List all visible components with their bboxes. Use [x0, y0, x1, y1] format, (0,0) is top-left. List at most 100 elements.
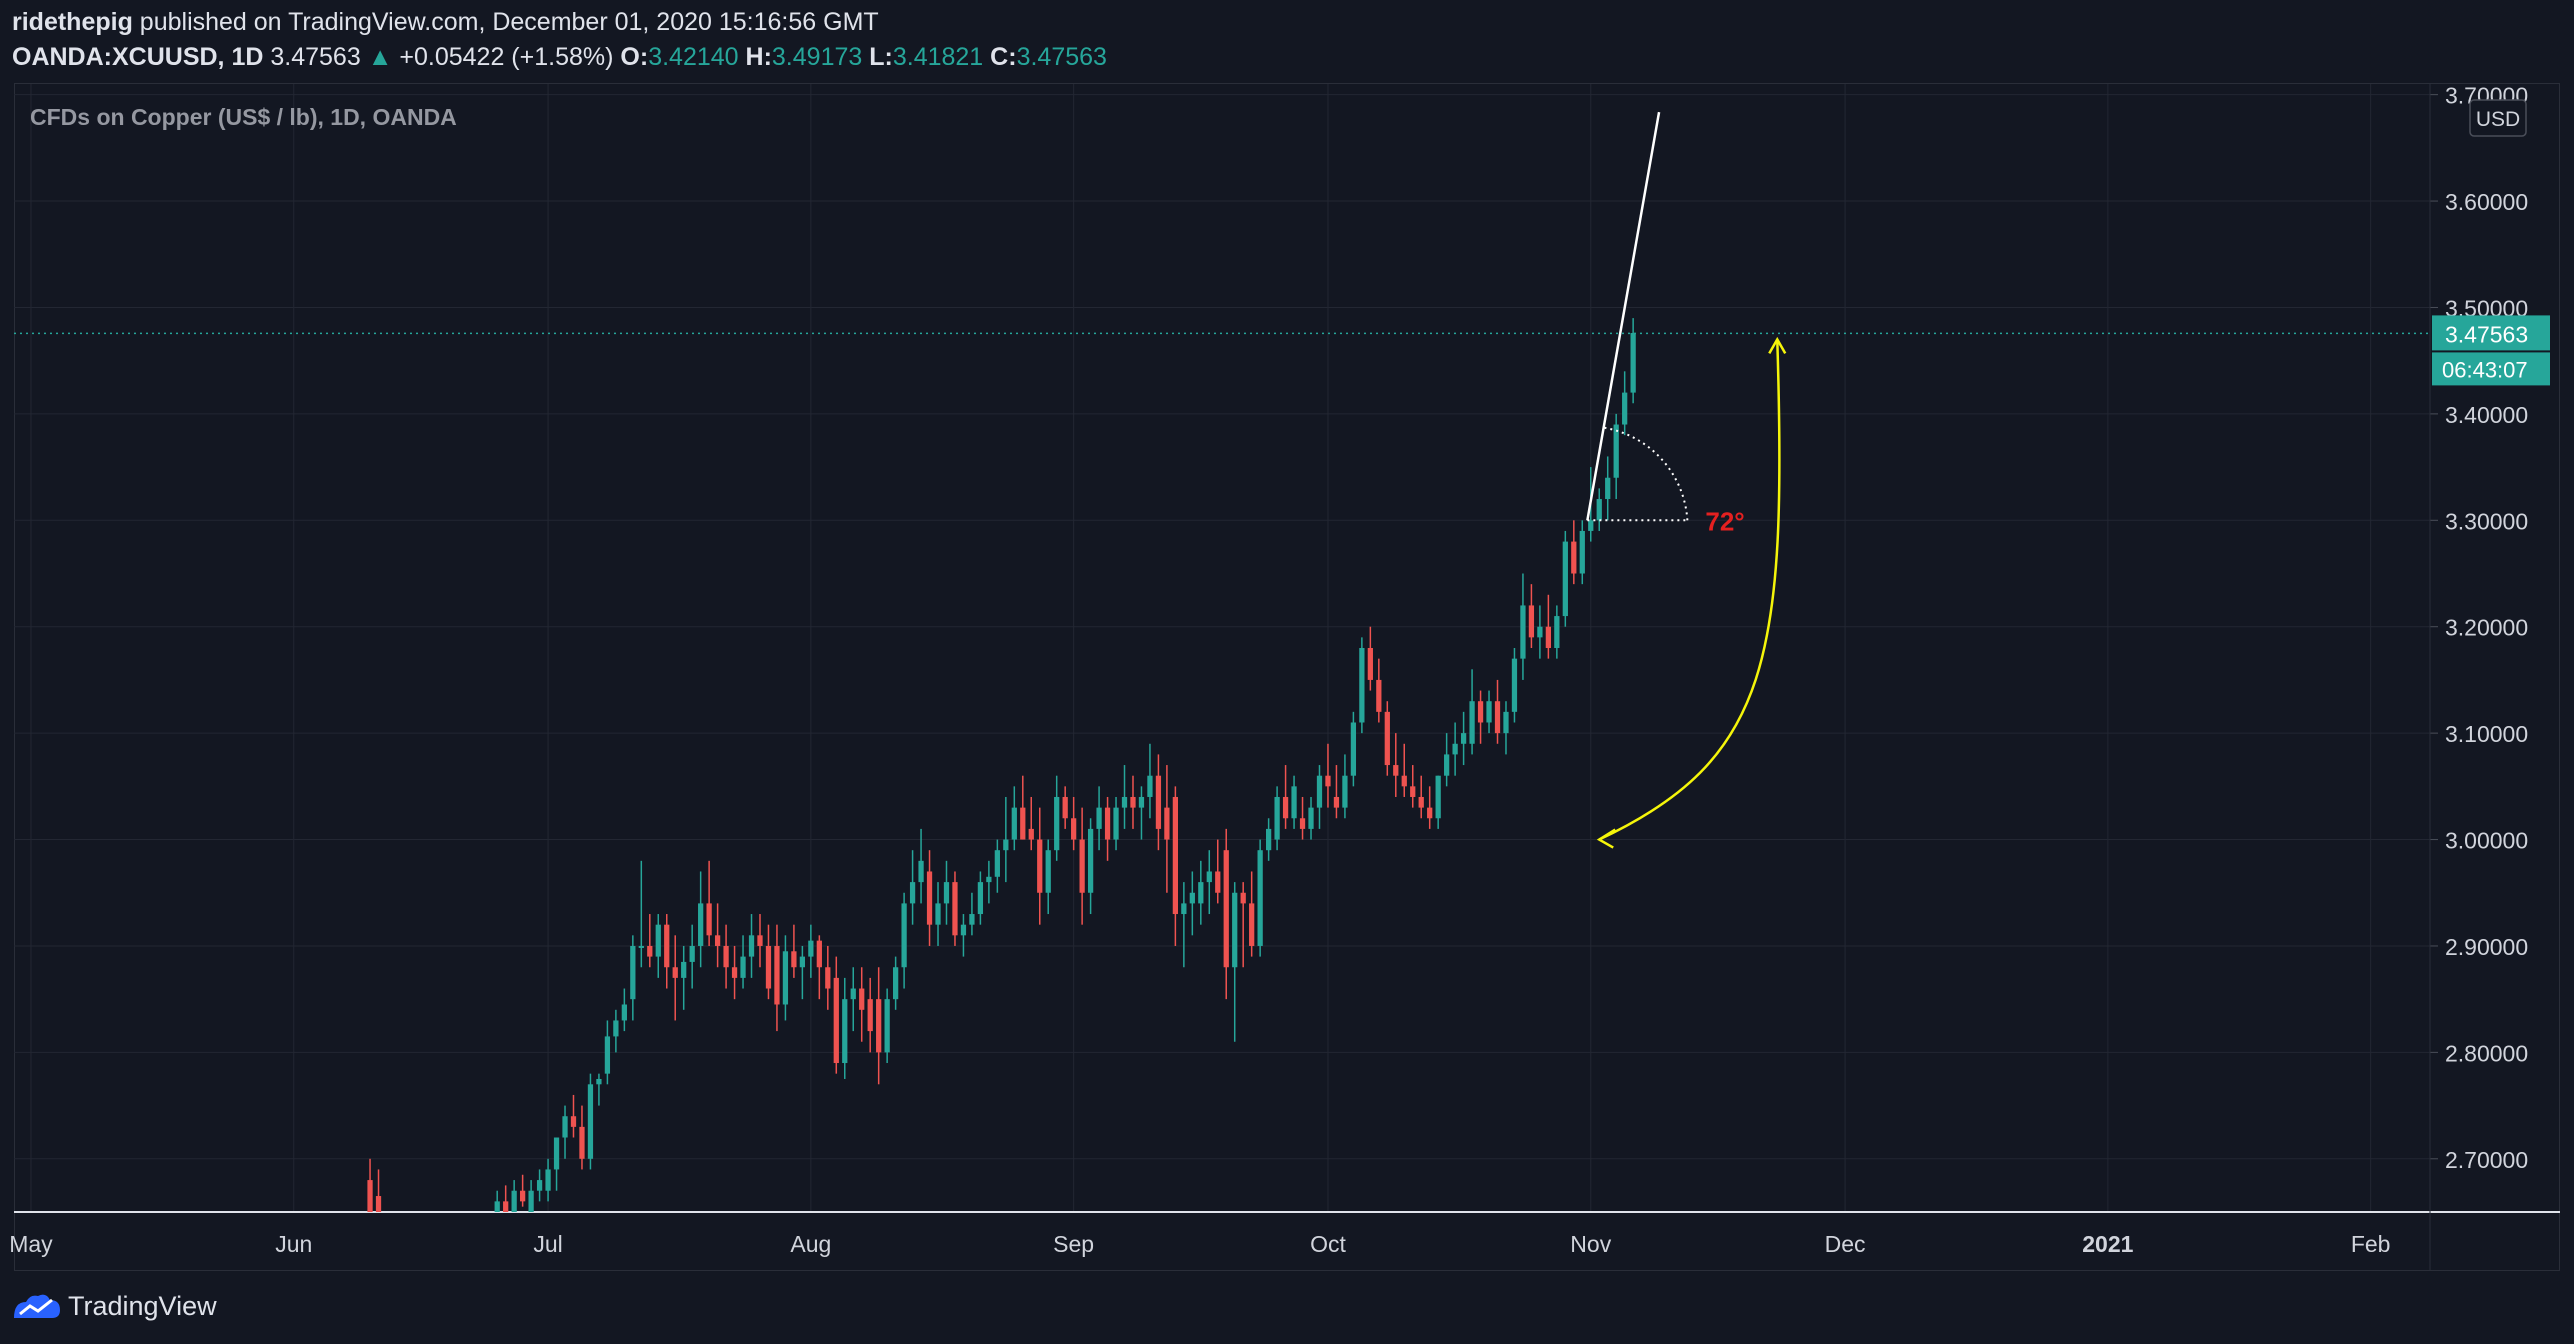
candle-body	[1393, 765, 1399, 776]
candle-up	[1554, 605, 1560, 659]
candle-up	[1435, 775, 1441, 829]
candle-up	[1537, 605, 1543, 659]
candle-down	[926, 850, 933, 946]
candle-body	[1291, 786, 1297, 819]
candle-body	[935, 903, 941, 925]
candle-up	[748, 914, 755, 978]
candle-body	[884, 999, 890, 1053]
candle-up	[1003, 796, 1009, 883]
candle-body	[1316, 775, 1323, 808]
candle-up	[494, 1190, 500, 1212]
candle-down	[1104, 796, 1111, 861]
candle-body	[689, 945, 695, 962]
candle-up	[1342, 754, 1348, 819]
candle-body	[1630, 333, 1636, 393]
candle-down	[1155, 754, 1162, 851]
candle-body	[698, 903, 704, 946]
candle-down	[1130, 775, 1136, 829]
candle-up	[1444, 733, 1450, 787]
candle-down	[1071, 796, 1077, 851]
candle-down	[774, 924, 780, 1032]
candle-body	[1613, 424, 1619, 478]
candle-body	[909, 882, 916, 904]
candle-body	[503, 1201, 509, 1212]
x-tick-label: Dec	[1825, 1231, 1866, 1257]
candle-down	[1384, 701, 1390, 776]
candle-up	[621, 988, 627, 1032]
high-value: 3.49173	[771, 43, 863, 71]
candle-body	[723, 945, 729, 968]
candle-body	[1155, 775, 1162, 829]
published-text: published on TradingView.com, December 0…	[139, 8, 879, 36]
candle-body	[1299, 818, 1306, 829]
candle-up	[1291, 775, 1297, 829]
candle-up	[1359, 637, 1365, 734]
arrow-head-top	[1768, 336, 1787, 355]
candle-body	[1257, 850, 1263, 946]
change-arrow-icon: ▲	[367, 43, 393, 71]
candle-body	[1240, 892, 1246, 904]
candle-down	[520, 1174, 526, 1207]
candle-body	[1444, 754, 1450, 776]
symbol-label: OANDA:XCUUSD, 1D	[12, 43, 264, 71]
candle-down	[664, 914, 670, 989]
candle-up	[536, 1169, 543, 1202]
candle-up	[1503, 701, 1509, 755]
candle-body	[1087, 828, 1094, 893]
candle-body	[562, 1116, 568, 1138]
candle-body	[757, 935, 763, 946]
candle-up	[1486, 690, 1492, 734]
arrow-head-bottom	[1596, 828, 1616, 849]
candle-body	[1460, 733, 1467, 744]
candle-up	[1147, 743, 1153, 819]
currency-label: USD	[2476, 108, 2520, 131]
candle-body	[494, 1201, 500, 1212]
candle-body	[1579, 530, 1585, 574]
candle-body	[986, 876, 992, 883]
candle-body	[1121, 796, 1128, 808]
candle-body	[782, 951, 789, 1005]
candle-body	[553, 1137, 560, 1170]
candle-body	[1596, 499, 1602, 521]
candle-body	[536, 1180, 543, 1191]
candle-up	[1206, 850, 1212, 915]
candle-body	[774, 945, 780, 1005]
candle-body	[876, 999, 882, 1053]
author-name[interactable]: ridethepig	[12, 8, 133, 36]
y-tick-label: 2.70000	[2445, 1147, 2528, 1173]
tradingview-footer[interactable]: TradingView	[12, 1290, 217, 1322]
candle-body	[808, 940, 814, 957]
candle-up	[562, 1105, 568, 1159]
candle-body	[1477, 701, 1484, 723]
candle-up	[689, 924, 695, 989]
candle-up	[884, 988, 890, 1064]
candle-body	[1520, 605, 1526, 659]
candle-body	[545, 1169, 551, 1191]
candle-body	[1028, 828, 1034, 840]
candle-up	[596, 1073, 602, 1106]
candle-body	[1079, 839, 1085, 893]
candle-body	[1265, 828, 1272, 851]
candle-body	[1427, 807, 1433, 819]
candle-body	[1164, 807, 1170, 840]
candle-up	[1138, 786, 1145, 840]
candle-body	[1037, 839, 1043, 893]
candle-body	[630, 945, 636, 1000]
candle-down	[867, 977, 873, 1053]
candle-body	[943, 882, 950, 904]
candle-body	[1494, 701, 1501, 734]
last-price-tag-text: 3.47563	[2445, 321, 2528, 347]
candle-down	[647, 914, 653, 968]
candle-down	[816, 935, 822, 1000]
candle-up	[638, 860, 644, 968]
candle-down	[1215, 839, 1221, 904]
candle-up	[782, 935, 789, 1021]
chart-frame	[14, 83, 2560, 1271]
candle-body	[1359, 648, 1365, 723]
y-tick-label: 3.30000	[2445, 508, 2528, 534]
candle-up	[1181, 882, 1187, 968]
candle-up	[1622, 371, 1628, 436]
candle-up	[1579, 520, 1585, 585]
last-price: 3.47563	[270, 43, 361, 71]
